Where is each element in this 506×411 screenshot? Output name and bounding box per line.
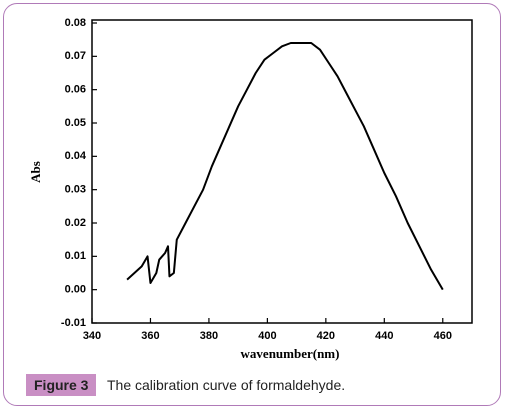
x-tick-label: 440 xyxy=(375,330,393,342)
y-tick-label: 0.01 xyxy=(65,250,86,262)
y-tick-label: 0.04 xyxy=(65,150,87,162)
y-tick-label: 0.00 xyxy=(65,284,86,296)
x-tick-label: 400 xyxy=(258,330,276,342)
y-tick-label: 0.05 xyxy=(65,117,86,129)
x-tick-label: 380 xyxy=(200,330,218,342)
figure-frame xyxy=(3,3,501,406)
plot-frame xyxy=(91,19,473,324)
chart: wavenumber(nm) Abs -0.01 0.00 0.01 0.02 0.03… xyxy=(28,17,473,361)
data-line xyxy=(126,42,444,291)
x-tick-label: 360 xyxy=(141,330,159,342)
y-tick-label: 0.07 xyxy=(65,50,86,62)
x-tick-label: 340 xyxy=(83,330,101,342)
y-tick-label: 0.08 xyxy=(65,17,86,29)
y-axis-label: Abs xyxy=(28,161,43,183)
figure-caption: The calibration curve of formaldehyde. xyxy=(107,377,346,393)
y-tick-label: 0.03 xyxy=(65,184,86,196)
y-tick-label: -0.01 xyxy=(61,317,86,329)
x-tick-label: 420 xyxy=(317,330,335,342)
x-axis-label: wavenumber(nm) xyxy=(241,346,340,361)
y-tick-label: 0.06 xyxy=(65,84,86,96)
figure-label: Figure 3 xyxy=(26,374,97,396)
x-tick-label: 460 xyxy=(434,330,452,342)
y-tick-label: 0.02 xyxy=(65,217,86,229)
